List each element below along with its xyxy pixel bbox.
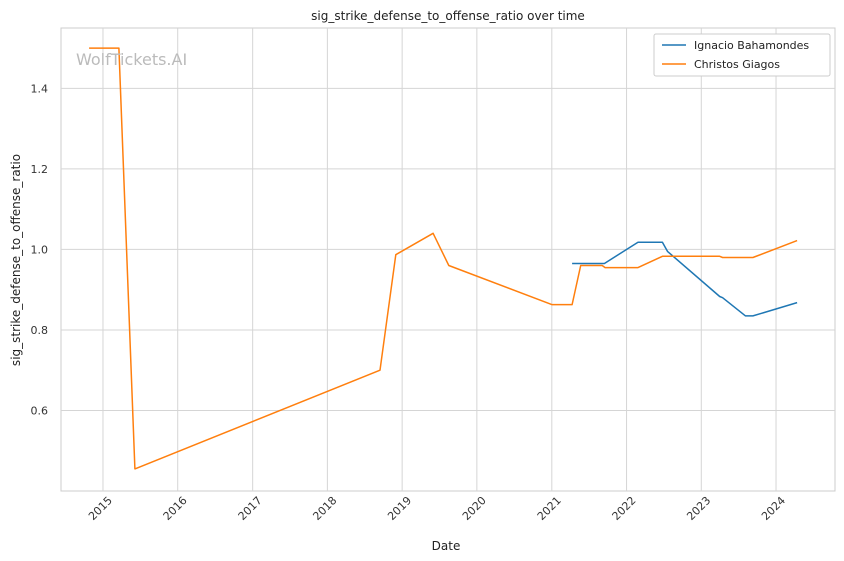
plot-area [60, 27, 836, 492]
y-tick-label: 0.8 [31, 324, 49, 337]
series-line-0 [572, 241, 798, 317]
x-tick-label: 2019 [385, 494, 414, 523]
x-tick-label: 2015 [86, 494, 115, 523]
y-axis: 0.6 0.8 1.0 1.2 1.4 [31, 82, 49, 417]
legend: Ignacio Bahamondes Christos Giagos [653, 33, 831, 77]
y-tick-label: 0.6 [31, 404, 49, 417]
legend-label: Christos Giagos [694, 58, 780, 71]
legend-label: Ignacio Bahamondes [694, 39, 809, 52]
x-tick-label: 2017 [236, 494, 265, 523]
x-axis: 2015 2016 2017 2018 2019 2020 2021 2022 2023 2024 [86, 494, 788, 523]
watermark: WolfTickets.AI [76, 50, 187, 69]
x-tick-label: 2016 [161, 494, 190, 523]
x-tick-label: 2023 [684, 494, 713, 523]
x-tick-label: 2024 [759, 494, 788, 523]
legend-box [653, 33, 831, 77]
y-axis-title: sig_strike_defense_to_offense_ratio [9, 154, 23, 366]
series-line-1 [89, 47, 798, 470]
series-layer [89, 47, 798, 470]
x-axis-title: Date [432, 539, 461, 553]
y-tick-label: 1.0 [31, 243, 49, 256]
x-tick-label: 2018 [310, 494, 339, 523]
x-tick-label: 2022 [610, 494, 639, 523]
y-tick-label: 1.2 [31, 163, 49, 176]
grid-lines [61, 28, 835, 491]
chart-title: sig_strike_defense_to_offense_ratio over… [311, 9, 585, 23]
x-tick-label: 2020 [460, 494, 489, 523]
y-tick-label: 1.4 [31, 82, 49, 95]
x-tick-label: 2021 [535, 494, 564, 523]
